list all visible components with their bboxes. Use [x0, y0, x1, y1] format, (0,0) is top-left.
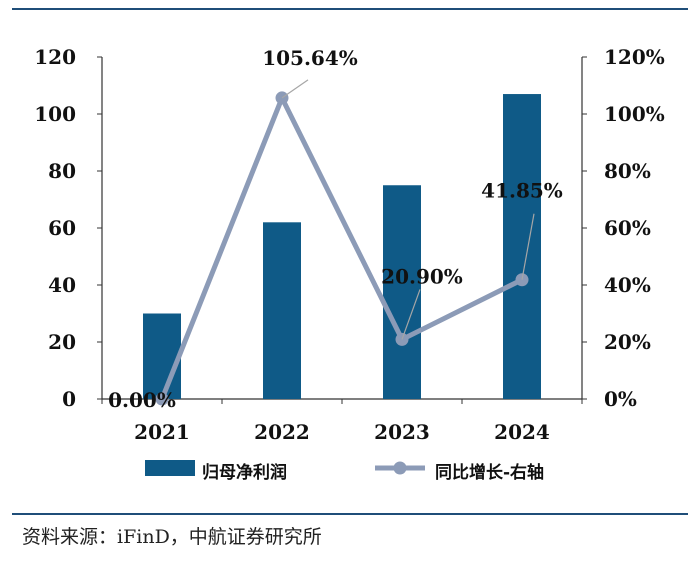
data-label-2023: 20.90%	[381, 264, 463, 288]
right-axis-tick-label: 40%	[604, 273, 651, 297]
bar-2022	[263, 222, 301, 399]
bottom-rule	[12, 513, 688, 515]
right-axis-tick-label: 120%	[604, 45, 665, 69]
legend-bar-swatch	[145, 460, 195, 476]
legend-line-marker	[393, 461, 407, 475]
data-label-leader	[281, 79, 309, 99]
left-axis-tick-label: 60	[48, 216, 76, 240]
right-axis-tick-label: 80%	[604, 159, 651, 183]
x-axis-tick-label: 2024	[494, 420, 550, 444]
bar-2021	[143, 313, 181, 399]
left-axis-tick-label: 80	[48, 159, 76, 183]
legend-bar-label: 归母净利润	[202, 463, 287, 483]
x-axis-tick-label: 2022	[254, 420, 310, 444]
data-label-leader	[401, 289, 421, 340]
bar-2024	[503, 94, 541, 400]
left-axis-tick-label: 0	[62, 387, 76, 411]
data-label-2024: 41.85%	[481, 179, 563, 203]
data-label-2022: 105.64%	[262, 46, 358, 70]
left-axis-tick-label: 100	[34, 102, 76, 126]
x-axis-tick-label: 2023	[374, 420, 430, 444]
growth-line	[159, 95, 525, 402]
right-axis-tick-label: 60%	[604, 216, 651, 240]
right-axis-tick-label: 20%	[604, 330, 651, 354]
left-axis-tick-label: 20	[48, 330, 76, 354]
growth-point-2021	[155, 392, 169, 406]
bar-2023	[383, 185, 421, 399]
x-axis-tick-label: 2021	[134, 420, 190, 444]
top-rule	[12, 8, 688, 10]
legend-line-label: 同比增长-右轴	[435, 463, 545, 483]
right-axis-tick-label: 0%	[604, 387, 637, 411]
left-axis-tick-label: 40	[48, 273, 76, 297]
data-label-leader	[521, 213, 535, 280]
left-axis-tick-label: 120	[34, 45, 76, 69]
chart-area: 0 20 40 60 80 100 120 0% 20% 40% 60% 80% 100% 120% 202…	[34, 45, 665, 476]
data-label-2021: 0.00%	[108, 388, 176, 412]
source-note: 资料来源：iFinD，中航证券研究所	[22, 526, 322, 548]
right-axis-tick-label: 100%	[604, 102, 665, 126]
